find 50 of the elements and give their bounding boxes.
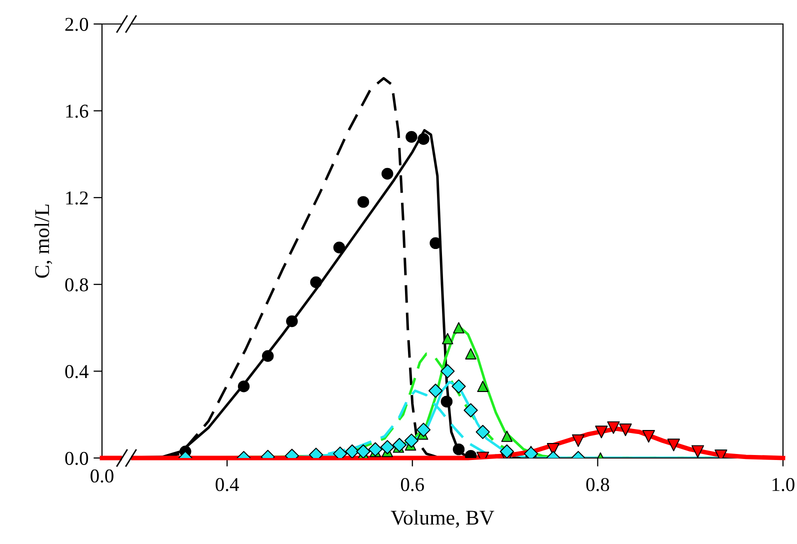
point — [333, 242, 346, 254]
point — [452, 443, 465, 456]
point — [404, 434, 419, 448]
point — [452, 379, 466, 394]
x-axis-title: Volume, BV — [390, 510, 494, 528]
point — [382, 168, 394, 180]
point — [286, 315, 298, 328]
point — [356, 444, 370, 458]
point — [238, 380, 250, 392]
point — [465, 348, 476, 360]
y-axis-title: C, mol/L — [34, 204, 52, 278]
point — [595, 426, 608, 438]
point — [691, 445, 704, 458]
point — [430, 237, 442, 250]
point — [392, 438, 406, 452]
point — [406, 130, 418, 143]
point — [607, 421, 620, 434]
point — [501, 430, 513, 442]
point — [453, 322, 464, 334]
point — [345, 444, 360, 458]
point — [500, 444, 514, 458]
x-tick-label: 0.4 — [216, 478, 239, 492]
point — [619, 423, 632, 436]
point — [477, 380, 488, 392]
x-tick-label: 1.0 — [772, 478, 794, 492]
point — [310, 276, 322, 288]
y-tick-label: 0.4 — [65, 365, 88, 378]
point — [368, 442, 382, 456]
y-tick-label: 0.8 — [65, 278, 88, 292]
point — [476, 424, 490, 440]
point — [416, 422, 431, 437]
y-tick-label: 1.6 — [66, 104, 88, 118]
point — [440, 396, 453, 408]
point — [428, 384, 443, 398]
x-tick-label: 0.8 — [586, 478, 610, 492]
point — [464, 403, 478, 418]
point — [440, 364, 455, 378]
y-tick-label: 1.2 — [66, 191, 88, 205]
point — [262, 350, 274, 362]
point — [357, 196, 370, 208]
point — [418, 133, 430, 145]
point — [442, 333, 454, 344]
point — [667, 438, 680, 452]
point — [380, 440, 394, 454]
point — [642, 430, 655, 443]
y-tick-label: 2.0 — [65, 18, 88, 32]
text: 0.0 — [90, 469, 114, 483]
point — [572, 434, 585, 447]
y-tick-label: 0.0 — [65, 452, 88, 466]
x-tick-label: 0.6 — [400, 478, 424, 492]
